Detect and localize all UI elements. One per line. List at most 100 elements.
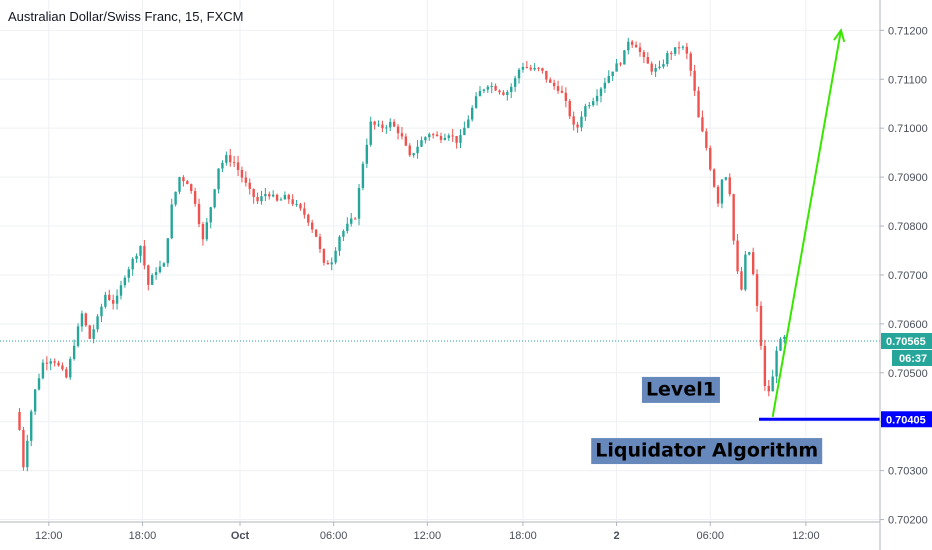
candle-body: [314, 229, 318, 237]
candle: [190, 183, 193, 194]
candle-body: [599, 88, 603, 96]
candle: [268, 191, 271, 200]
candle-body: [119, 285, 123, 296]
time-tick-label: 2: [614, 530, 620, 542]
candle: [53, 358, 56, 367]
candle: [377, 120, 380, 128]
candle-body: [603, 82, 607, 89]
candle: [217, 168, 220, 194]
candle: [139, 245, 142, 263]
candle-body: [400, 133, 404, 137]
candle: [221, 160, 224, 173]
candle: [502, 90, 505, 96]
candle-body: [135, 255, 138, 259]
candle: [115, 289, 119, 310]
candle-body: [490, 85, 493, 87]
price-tick-label: 0.70700: [888, 270, 928, 282]
candle-body: [545, 70, 548, 80]
candle-body: [572, 116, 575, 125]
candle-body: [33, 389, 37, 412]
candle-body: [158, 266, 162, 273]
candle-body: [584, 106, 587, 117]
time-tick-label: 06:00: [696, 530, 724, 542]
time-axis[interactable]: 12:00 18:00 Oct 06:00 12:00 18:00 2 06:00 12:00: [0, 521, 880, 542]
candle-body: [634, 44, 638, 48]
candle-body: [166, 238, 170, 264]
candle-body: [353, 218, 357, 220]
candle: [728, 173, 731, 197]
candle: [693, 65, 696, 96]
candle: [213, 188, 216, 209]
candle: [41, 359, 45, 380]
candle: [330, 257, 333, 271]
candle-body: [26, 440, 29, 468]
candle: [459, 129, 462, 148]
candle: [283, 191, 287, 200]
candle: [147, 264, 150, 291]
candle: [428, 132, 431, 141]
candle: [392, 119, 396, 128]
candle: [127, 266, 130, 283]
candle: [490, 82, 493, 94]
candle-body: [431, 134, 435, 136]
candle: [779, 337, 782, 352]
candle: [357, 183, 361, 226]
candle: [549, 77, 552, 84]
candle-body: [424, 137, 427, 141]
candle-body: [576, 124, 579, 128]
candle-body: [65, 369, 68, 378]
candle: [400, 126, 404, 140]
candle: [560, 85, 564, 94]
candle: [193, 187, 197, 207]
candle: [197, 198, 201, 228]
candle: [123, 275, 127, 288]
candle: [209, 206, 212, 229]
candle-body: [104, 294, 107, 307]
candle-body: [783, 336, 786, 339]
candle-body: [96, 316, 99, 330]
candle: [131, 257, 134, 276]
candle: [45, 356, 49, 371]
candle: [314, 229, 318, 238]
candle: [30, 409, 33, 447]
candle: [420, 136, 423, 148]
candle-body: [779, 338, 782, 351]
price-tick-label: 0.71100: [888, 74, 927, 86]
candle-body: [513, 78, 517, 87]
candle-body: [517, 69, 521, 79]
candle-body: [385, 127, 388, 129]
candle: [685, 42, 689, 60]
candle-body: [712, 169, 716, 187]
price-tick-label: 0.71000: [888, 123, 928, 135]
candle-body: [201, 224, 205, 240]
candle-body: [100, 306, 103, 317]
candle: [748, 251, 751, 256]
candle: [642, 49, 646, 64]
candle-body: [662, 64, 665, 67]
candle: [260, 190, 263, 205]
candle-body: [346, 223, 349, 231]
candle: [342, 229, 345, 242]
candle-body: [392, 121, 396, 127]
candle: [108, 289, 111, 301]
bar-countdown-bg: [892, 349, 932, 366]
candle: [256, 192, 259, 204]
candle-body: [439, 136, 443, 140]
time-tick-label: 06:00: [320, 530, 348, 542]
candle: [517, 67, 521, 84]
candle: [556, 80, 560, 94]
candle-body: [755, 274, 759, 306]
candle: [170, 198, 173, 240]
candle: [408, 143, 411, 157]
candle: [236, 155, 240, 177]
candle: [506, 89, 509, 101]
candle: [580, 111, 583, 132]
candle: [482, 88, 486, 94]
candle: [670, 50, 673, 61]
candle: [732, 193, 735, 245]
candle: [584, 103, 587, 121]
price-axis[interactable]: 0.702000.703000.704000.705000.706000.707…: [879, 0, 932, 550]
bar-countdown-value: 06:37: [899, 353, 927, 365]
time-tick-label: 12:00: [35, 530, 63, 542]
